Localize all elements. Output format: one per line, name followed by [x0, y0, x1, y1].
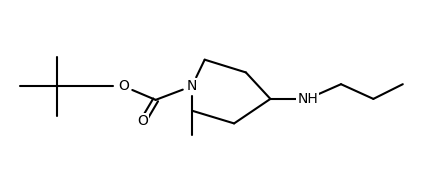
Text: N: N: [187, 79, 197, 93]
Text: NH: NH: [297, 92, 318, 106]
Text: O: O: [137, 114, 149, 128]
Text: O: O: [118, 79, 129, 93]
